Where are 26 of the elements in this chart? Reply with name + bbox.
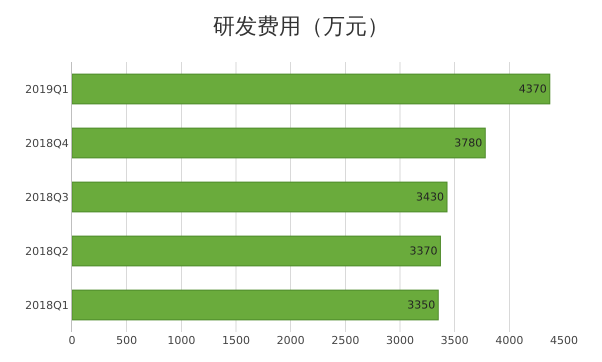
data-label: 3370 xyxy=(409,244,438,258)
x-tick-label: 1500 xyxy=(222,334,250,347)
y-tick-label: 2018Q3 xyxy=(25,190,69,204)
data-label: 3430 xyxy=(416,190,444,204)
x-tick-label: 2500 xyxy=(331,334,360,347)
chart-title: 研发费用（万元） xyxy=(213,14,389,40)
x-tick-label: 1000 xyxy=(167,334,196,347)
bar xyxy=(72,74,550,104)
bar xyxy=(72,236,441,266)
x-tick-label: 0 xyxy=(68,334,76,347)
data-label: 3780 xyxy=(454,136,482,150)
y-tick-label: 2018Q4 xyxy=(25,136,69,150)
x-tick-label: 2000 xyxy=(276,334,305,347)
data-label: 3350 xyxy=(407,298,436,312)
x-tick-label: 3000 xyxy=(386,334,414,347)
x-tick-label: 4000 xyxy=(495,334,524,347)
data-label: 4370 xyxy=(518,82,547,96)
bar xyxy=(72,128,486,158)
bar xyxy=(72,290,439,320)
y-tick-label: 2018Q1 xyxy=(25,298,69,312)
y-tick-label: 2019Q1 xyxy=(25,82,69,96)
y-tick-label: 2018Q2 xyxy=(25,244,69,258)
bar xyxy=(72,182,448,212)
x-tick-label: 500 xyxy=(116,334,138,347)
x-tick-label: 3500 xyxy=(440,334,469,347)
x-tick-label: 4500 xyxy=(550,334,578,347)
